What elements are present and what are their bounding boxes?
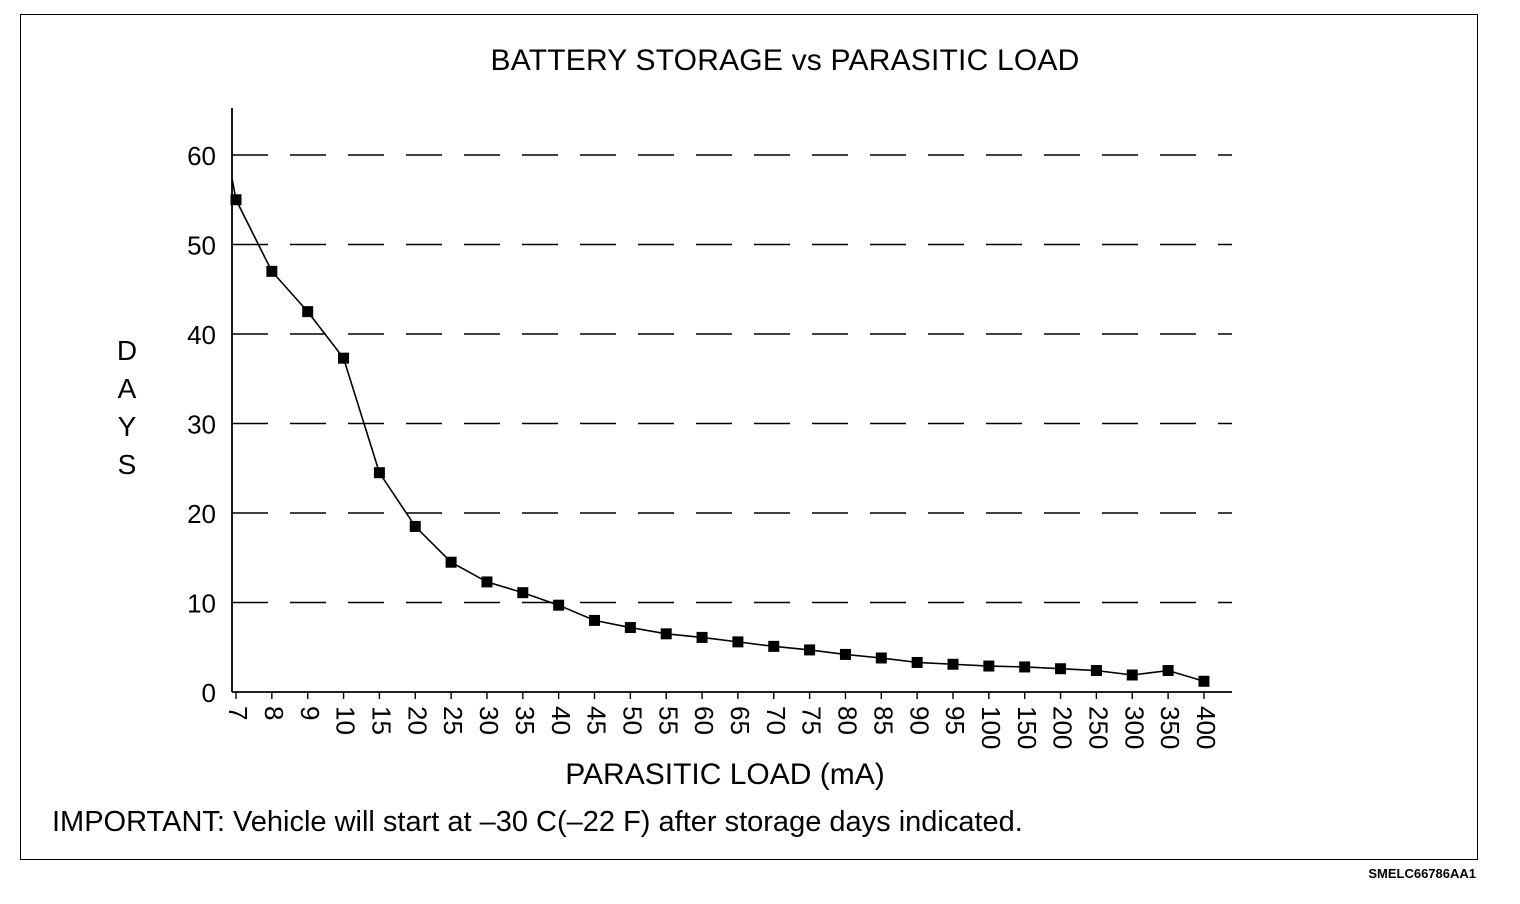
- x-tick-label: 75: [797, 706, 827, 735]
- data-point-marker: [266, 265, 278, 277]
- figure-frame: [20, 14, 1478, 860]
- y-axis-label-letter: Y: [117, 411, 137, 442]
- x-tick-label: 35: [510, 706, 540, 735]
- y-tick-layer: 0 10 20 30 40 50 60: [187, 141, 216, 708]
- data-point-marker: [1162, 665, 1174, 677]
- x-tick-label: 25: [438, 706, 468, 735]
- data-point-marker: [230, 194, 242, 206]
- data-point-marker: [445, 556, 457, 568]
- data-point-marker: [839, 648, 851, 660]
- x-tick-label: 45: [582, 706, 612, 735]
- y-tick-label: 50: [187, 231, 216, 261]
- data-point-marker: [338, 352, 350, 364]
- data-point-marker: [1055, 663, 1067, 675]
- x-tick-label: 100: [976, 706, 1006, 749]
- x-tick-label: 300: [1119, 706, 1149, 749]
- x-tick-label: 90: [904, 706, 934, 735]
- data-point-marker: [875, 652, 887, 664]
- axes-layer: [231, 108, 1232, 699]
- y-tick-label: 0: [202, 678, 216, 708]
- x-tick-label: 95: [940, 706, 970, 735]
- x-tick-label: 55: [653, 706, 683, 735]
- data-point-marker: [804, 644, 816, 656]
- data-point-marker: [1126, 669, 1138, 681]
- x-tick-layer: 7 8 9 10 15 20 25 30 35 40 45 50 55 60 65 70 75 80 85 90 95 1…: [223, 706, 1221, 749]
- y-axis-label-letter: S: [117, 449, 137, 480]
- data-point-marker: [589, 614, 600, 626]
- x-axis-label: PARASITIC LOAD (mA): [565, 758, 885, 791]
- y-axis-label-letter: A: [117, 373, 137, 404]
- x-tick-label: 30: [474, 706, 504, 735]
- y-tick-label: 60: [187, 141, 216, 171]
- y-axis-label-letter: D: [116, 335, 138, 366]
- grid-layer: [232, 154, 1232, 604]
- data-point-marker: [1198, 675, 1210, 687]
- series-layer: [230, 178, 1210, 687]
- x-tick-label: 200: [1048, 706, 1078, 749]
- x-tick-label: 50: [617, 706, 647, 735]
- x-tick-label: 80: [833, 706, 863, 735]
- x-tick-label: 9: [295, 706, 325, 720]
- important-note: IMPORTANT: Vehicle will start at –30 C(–…: [52, 806, 1023, 838]
- data-point-marker: [624, 622, 636, 634]
- data-point-marker: [302, 306, 314, 318]
- data-point-marker: [947, 658, 959, 670]
- x-tick-label: 70: [761, 706, 791, 735]
- x-tick-label: 350: [1155, 706, 1185, 749]
- data-point-marker: [768, 640, 780, 652]
- x-tick-label: 60: [689, 706, 719, 735]
- data-point-marker: [517, 587, 529, 599]
- x-tick-label: 7: [223, 706, 253, 720]
- y-tick-label: 30: [187, 410, 216, 440]
- x-tick-label: 20: [402, 706, 432, 735]
- x-tick-label: 10: [331, 706, 361, 735]
- x-tick-label: 85: [868, 706, 898, 735]
- y-tick-label: 10: [187, 589, 216, 619]
- data-point-marker: [1019, 661, 1031, 673]
- x-tick-label: 150: [1012, 706, 1042, 749]
- series-line: [231, 178, 1205, 683]
- data-point-marker: [983, 660, 995, 672]
- data-point-marker: [553, 599, 565, 611]
- x-tick-label: 250: [1084, 706, 1114, 749]
- data-point-marker: [409, 520, 421, 532]
- data-point-marker: [660, 628, 672, 640]
- x-tick-label: 400: [1191, 706, 1221, 749]
- data-point-marker: [373, 467, 385, 479]
- x-tick-label: 15: [367, 706, 397, 735]
- data-point-marker: [1090, 665, 1102, 677]
- figure-code: SMELC66786AA1: [1368, 866, 1476, 881]
- data-point-marker: [911, 656, 923, 668]
- x-tick-label: 8: [259, 706, 289, 720]
- data-point-marker: [696, 631, 708, 643]
- x-tick-label: 65: [725, 706, 755, 735]
- y-tick-label: 40: [187, 320, 216, 350]
- y-tick-label: 20: [187, 499, 216, 529]
- x-tick-label: 40: [546, 706, 576, 735]
- chart-title: BATTERY STORAGE vs PARASITIC LOAD: [490, 44, 1080, 77]
- data-point-marker: [481, 576, 493, 588]
- data-point-marker: [732, 636, 744, 648]
